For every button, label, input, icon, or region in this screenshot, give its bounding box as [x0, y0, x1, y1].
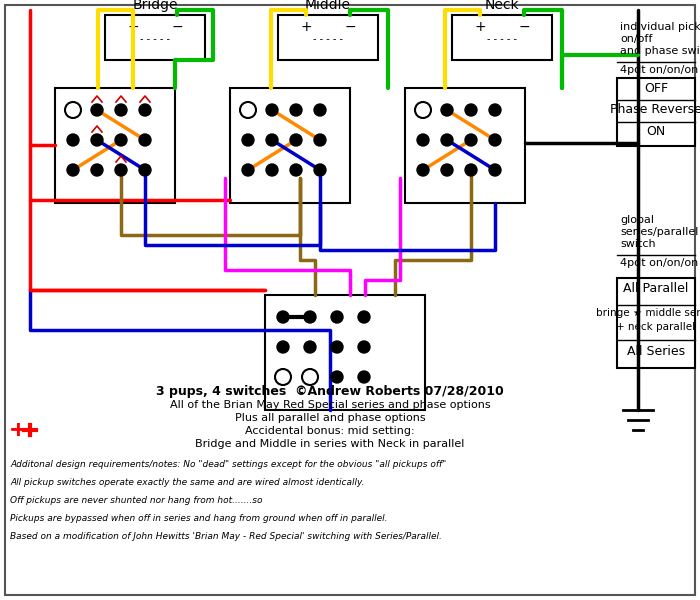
Text: switch: switch — [620, 239, 656, 249]
Text: All Parallel: All Parallel — [623, 282, 689, 295]
Circle shape — [465, 134, 477, 146]
Circle shape — [358, 311, 370, 323]
Circle shape — [290, 164, 302, 176]
Circle shape — [302, 369, 318, 385]
Circle shape — [415, 102, 431, 118]
Circle shape — [139, 164, 151, 176]
Circle shape — [275, 369, 291, 385]
Text: Additonal design requirements/notes: No "dead" settings except for the obvious ": Additonal design requirements/notes: No … — [10, 460, 447, 469]
Circle shape — [240, 102, 256, 118]
Circle shape — [314, 134, 326, 146]
Text: Neck: Neck — [484, 0, 519, 12]
Circle shape — [441, 134, 453, 146]
Text: individual pickup: individual pickup — [620, 22, 700, 32]
Text: - - - - -: - - - - - — [487, 34, 517, 44]
Text: Bridge and Middle in series with Neck in parallel: Bridge and Middle in series with Neck in… — [195, 439, 465, 449]
Text: Accidental bonus: mid setting:: Accidental bonus: mid setting: — [245, 426, 415, 436]
Circle shape — [91, 164, 103, 176]
Circle shape — [266, 164, 278, 176]
Circle shape — [290, 104, 302, 116]
Text: - - - - -: - - - - - — [140, 34, 170, 44]
Circle shape — [358, 341, 370, 353]
Text: and phase switch: and phase switch — [620, 46, 700, 56]
Circle shape — [115, 104, 127, 116]
Bar — [452, 15, 552, 60]
Circle shape — [277, 341, 289, 353]
Bar — [617, 78, 695, 146]
Circle shape — [417, 134, 429, 146]
Circle shape — [314, 104, 326, 116]
Bar — [405, 88, 525, 203]
Text: Based on a modification of John Hewitts 'Brian May - Red Special' switching with: Based on a modification of John Hewitts … — [10, 532, 442, 541]
Text: −: − — [344, 20, 356, 34]
Text: bringe ★ middle series: bringe ★ middle series — [596, 308, 700, 318]
Circle shape — [489, 104, 501, 116]
Text: All Series: All Series — [627, 345, 685, 358]
Circle shape — [304, 311, 316, 323]
Circle shape — [331, 311, 343, 323]
Circle shape — [242, 134, 254, 146]
Circle shape — [65, 102, 81, 118]
Text: +: + — [300, 20, 312, 34]
Circle shape — [358, 371, 370, 383]
Circle shape — [91, 104, 103, 116]
Circle shape — [441, 164, 453, 176]
Text: - - - - -: - - - - - — [313, 34, 343, 44]
Circle shape — [277, 311, 289, 323]
Circle shape — [266, 104, 278, 116]
Text: ON: ON — [646, 125, 666, 138]
Circle shape — [331, 341, 343, 353]
Text: All pickup switches operate exactly the same and are wired almost identically.: All pickup switches operate exactly the … — [10, 478, 365, 487]
Text: on/off: on/off — [620, 34, 652, 44]
Circle shape — [417, 164, 429, 176]
Text: +: + — [8, 420, 27, 440]
Circle shape — [139, 134, 151, 146]
Text: Bridge: Bridge — [132, 0, 178, 12]
Bar — [230, 88, 350, 203]
Circle shape — [115, 134, 127, 146]
Text: 3 pups, 4 switches  ©Andrew Roberts 07/28/2010: 3 pups, 4 switches ©Andrew Roberts 07/28… — [156, 385, 504, 398]
Circle shape — [139, 104, 151, 116]
Circle shape — [91, 134, 103, 146]
Circle shape — [489, 134, 501, 146]
Text: 4pdt on/on/on: 4pdt on/on/on — [620, 65, 699, 75]
Circle shape — [290, 134, 302, 146]
Bar — [617, 278, 695, 368]
Circle shape — [67, 164, 79, 176]
Text: +: + — [474, 20, 486, 34]
Circle shape — [331, 371, 343, 383]
Text: + neck parallel: + neck parallel — [617, 322, 696, 332]
Bar — [55, 88, 175, 203]
Text: series/parallel: series/parallel — [620, 227, 699, 237]
Bar — [265, 295, 425, 410]
Text: +: + — [8, 420, 27, 440]
Circle shape — [489, 164, 501, 176]
Text: Off pickups are never shunted nor hang from hot.......so: Off pickups are never shunted nor hang f… — [10, 496, 262, 505]
Text: Pickups are bypassed when off in series and hang from ground when off in paralle: Pickups are bypassed when off in series … — [10, 514, 388, 523]
Circle shape — [465, 164, 477, 176]
Text: −: − — [172, 20, 183, 34]
Text: OFF: OFF — [644, 82, 668, 95]
Text: Middle: Middle — [305, 0, 351, 12]
Circle shape — [266, 134, 278, 146]
Text: Plus all parallel and phase options: Plus all parallel and phase options — [234, 413, 426, 423]
Circle shape — [115, 164, 127, 176]
Text: 4pdt on/on/on: 4pdt on/on/on — [620, 258, 699, 268]
Text: global: global — [620, 215, 654, 225]
Circle shape — [304, 341, 316, 353]
Bar — [105, 15, 205, 60]
Circle shape — [314, 164, 326, 176]
Text: All of the Brian May Red Special series and phase options: All of the Brian May Red Special series … — [169, 400, 490, 410]
Circle shape — [465, 104, 477, 116]
Circle shape — [242, 164, 254, 176]
Circle shape — [441, 104, 453, 116]
Circle shape — [67, 134, 79, 146]
Text: −: − — [518, 20, 530, 34]
Text: +: + — [127, 20, 139, 34]
Bar — [278, 15, 378, 60]
Text: Phase Reverse: Phase Reverse — [610, 103, 700, 116]
